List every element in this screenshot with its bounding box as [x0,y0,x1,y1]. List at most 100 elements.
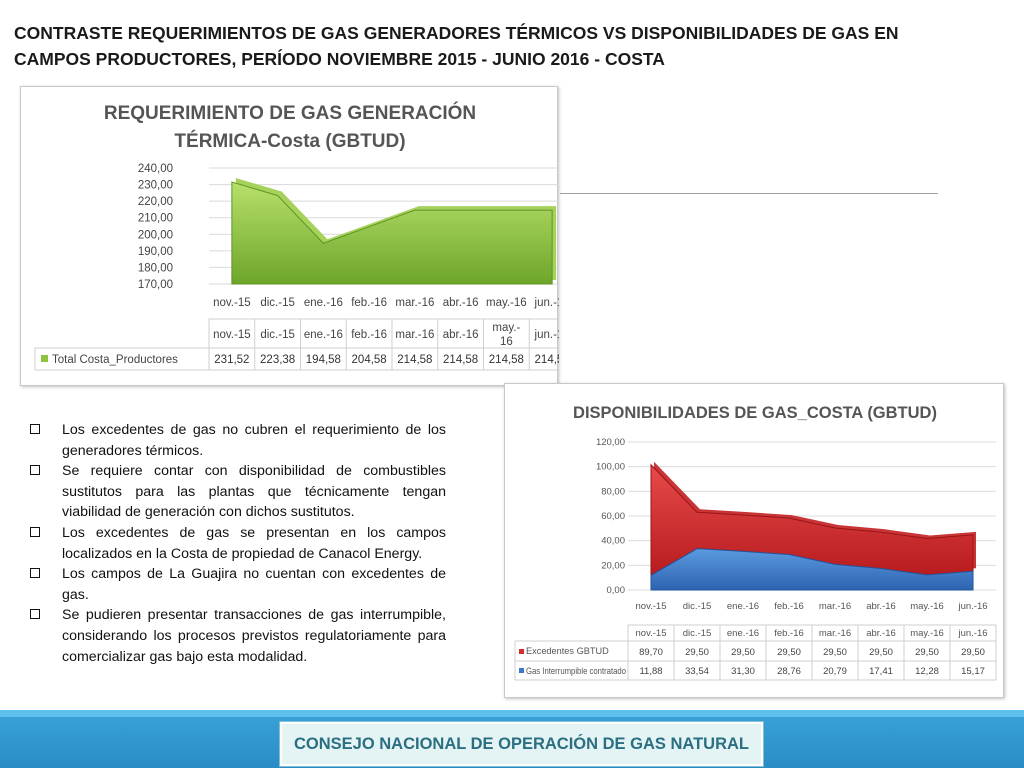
legend-label: Excedentes GBTUD [526,646,609,656]
y-tick-label: 20,00 [601,560,625,571]
table-value-cell: 194,58 [306,354,341,366]
x-tick-label: dic.-15 [260,297,295,309]
legend-label: Gas Interrumpible contratado [526,666,626,676]
availability-chart-panel: DISPONIBILIDADES DE GAS_COSTA (GBTUD) 120… [504,383,1004,698]
bullet-item: Se requiere contar con disponibilidad de… [28,461,446,523]
table-value-cell: 223,38 [260,354,295,366]
page-title-line1: CONTRASTE REQUERIMIENTOS DE GAS GENERADO… [14,23,899,43]
x-tick-label: nov.-15 [636,601,667,612]
table-header-cell: ene.-16 [727,628,759,639]
y-tick-label: 0,00 [607,585,626,596]
page-title: CONTRASTE REQUERIMIENTOS DE GAS GENERADO… [14,20,1004,72]
table-value-cell: 214,58 [443,354,478,366]
area-series-gas-interrumpible [650,548,974,591]
x-tick-label: feb.-16 [351,297,387,309]
table-value-cell: 20,79 [823,666,847,677]
table-header-cell: mar.-16 [819,628,851,639]
table-value-cell: 29,50 [915,647,939,658]
checkbox-bullet-icon [30,609,40,620]
table-value-cell: 231,52 [214,354,249,366]
table-value-cell: 29,50 [823,647,847,658]
table-header-cell: jun.-16 [957,628,987,639]
table-value-cell: 29,50 [961,647,985,658]
table-header-cell: abr.-16 [866,628,896,639]
table-value-cell: 31,30 [731,666,755,677]
y-tick-label: 60,00 [601,511,625,522]
checkbox-bullet-icon [30,465,40,476]
x-tick-label: mar.-16 [819,601,851,612]
bullet-text: Se pudieren presentar transacciones de g… [62,607,446,665]
table-value-cell: 89,70 [639,647,663,658]
y-tick-label: 80,00 [601,486,625,497]
table-header-cell: mar.-16 [395,329,434,341]
checkbox-bullet-icon [30,568,40,579]
bullet-text: Los excedentes de gas se presentan en lo… [62,524,446,562]
table-value-cell: 29,50 [869,647,893,658]
checkbox-bullet-icon [30,526,40,537]
x-tick-label: nov.-15 [213,297,251,309]
chart-title-line1: REQUERIMIENTO DE GAS GENERACIÓN [104,102,476,124]
table-header-cell: dic.-15 [260,329,295,341]
y-tick-label: 180,00 [138,262,173,274]
chart-title: DISPONIBILIDADES DE GAS_COSTA (GBTUD) [573,404,937,422]
requirement-chart: REQUERIMIENTO DE GAS GENERACIÓN TÉRMICA-C… [34,102,559,371]
legend-swatch [41,355,48,362]
chart-title-line2: TÉRMICA-Costa (GBTUD) [174,130,405,152]
table-value-cell: 29,50 [685,647,709,658]
table-value-cell: 17,41 [869,666,893,677]
area-series-total-costa [231,181,553,285]
x-tick-label: may.-16 [910,601,944,612]
availability-chart: DISPONIBILIDADES DE GAS_COSTA (GBTUD) 120… [514,404,997,681]
table-value-cell: 204,58 [352,354,387,366]
table-value-cell: 15,17 [961,666,985,677]
table-header-cell: may.-16 [910,628,944,639]
footer-stripe [0,710,1024,717]
legend-label: Total Costa_Productores [52,354,178,366]
y-tick-label: 100,00 [596,462,625,473]
bullet-list: Los excedentes de gas no cubren el reque… [28,420,446,667]
y-tick-label: 200,00 [138,229,173,241]
x-tick-label: mar.-16 [395,297,434,309]
page-title-region: COSTA [604,49,665,69]
table-value-cell: 29,50 [777,647,801,658]
table-value-cell: 214,58 [535,354,559,366]
bullet-text: Los excedentes de gas no cubren el reque… [62,422,446,459]
page-title-prefix: CAMPOS PRODUCTORES, PERÍODO NOVIEMBRE 20… [14,49,605,69]
page-title-line2: CAMPOS PRODUCTORES, PERÍODO NOVIEMBRE 20… [14,46,1004,72]
bullet-text: Se requiere contar con disponibilidad de… [62,463,446,521]
y-tick-label: 190,00 [138,246,173,258]
x-tick-label: abr.-16 [443,297,479,309]
bullet-item: Los excedentes de gas no cubren el reque… [28,420,446,461]
table-value-cell: 28,76 [777,666,801,677]
legend-swatch [519,668,524,673]
bullet-item: Se pudieren presentar transacciones de g… [28,605,446,667]
y-tick-label: 240,00 [138,163,173,175]
bullet-item: Los campos de La Guajira no cuentan con … [28,564,446,605]
table-header-cell: dic.-15 [683,628,712,639]
table-value-cell: 33,54 [685,666,709,677]
x-tick-label: ene.-16 [304,297,343,309]
footer-text: CONSEJO NACIONAL DE OPERACIÓN DE GAS NAT… [293,734,749,753]
bullet-text: Los campos de La Guajira no cuentan con … [62,566,446,603]
x-tick-label: dic.-15 [683,601,712,612]
table-value-cell: 214,58 [397,354,432,366]
table-header-cell: ene.-16 [304,329,343,341]
table-header-cell: feb.-16 [774,628,804,639]
footer-banner: CONSEJO NACIONAL DE OPERACIÓN DE GAS NAT… [280,722,763,766]
table-value-cell: 29,50 [731,647,755,658]
table-header-cell: nov.-15 [213,329,251,341]
table-value-cell: 214,58 [489,354,524,366]
checkbox-bullet-icon [30,424,40,434]
x-tick-label: abr.-16 [866,601,896,612]
y-tick-label: 120,00 [596,437,625,448]
y-tick-label: 40,00 [601,536,625,547]
legend-swatch [519,649,524,654]
table-value-cell: 11,88 [639,666,662,677]
x-tick-label: jun.-16 [534,297,559,309]
bullet-item: Los excedentes de gas se presentan en lo… [28,523,446,564]
divider-line [560,193,938,194]
table-header-cell: 16 [500,336,513,348]
table-header-cell: nov.-15 [636,628,667,639]
x-tick-label: may.-16 [486,297,527,309]
x-tick-label: ene.-16 [727,601,759,612]
